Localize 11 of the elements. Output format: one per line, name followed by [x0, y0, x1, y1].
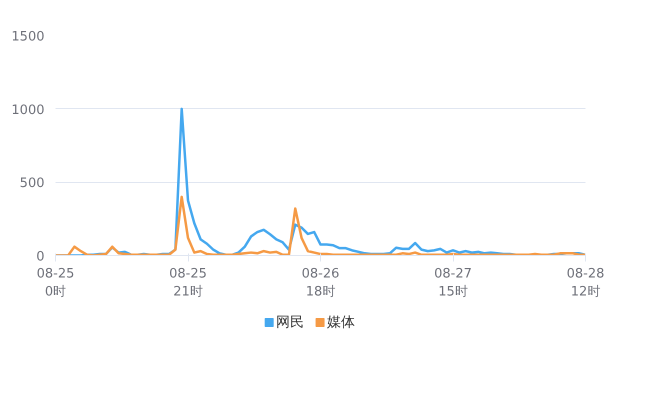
- y-tick-label: 500: [20, 176, 45, 192]
- x-tick-label: 08-28 12时: [566, 266, 604, 300]
- y-tick-label: 1000: [11, 102, 45, 118]
- x-tick-label: 08-27 15时: [434, 266, 472, 300]
- legend-label: 媒体: [326, 314, 355, 330]
- legend-label: 网民: [276, 314, 304, 330]
- y-tick-label: 0: [36, 250, 45, 264]
- x-tick-label: 08-25 21时: [169, 266, 207, 300]
- x-tick-label: 08-26 18时: [302, 266, 340, 300]
- y-tick-label: 1500: [11, 30, 45, 44]
- x-tick-label: 08-25 0时: [36, 266, 74, 300]
